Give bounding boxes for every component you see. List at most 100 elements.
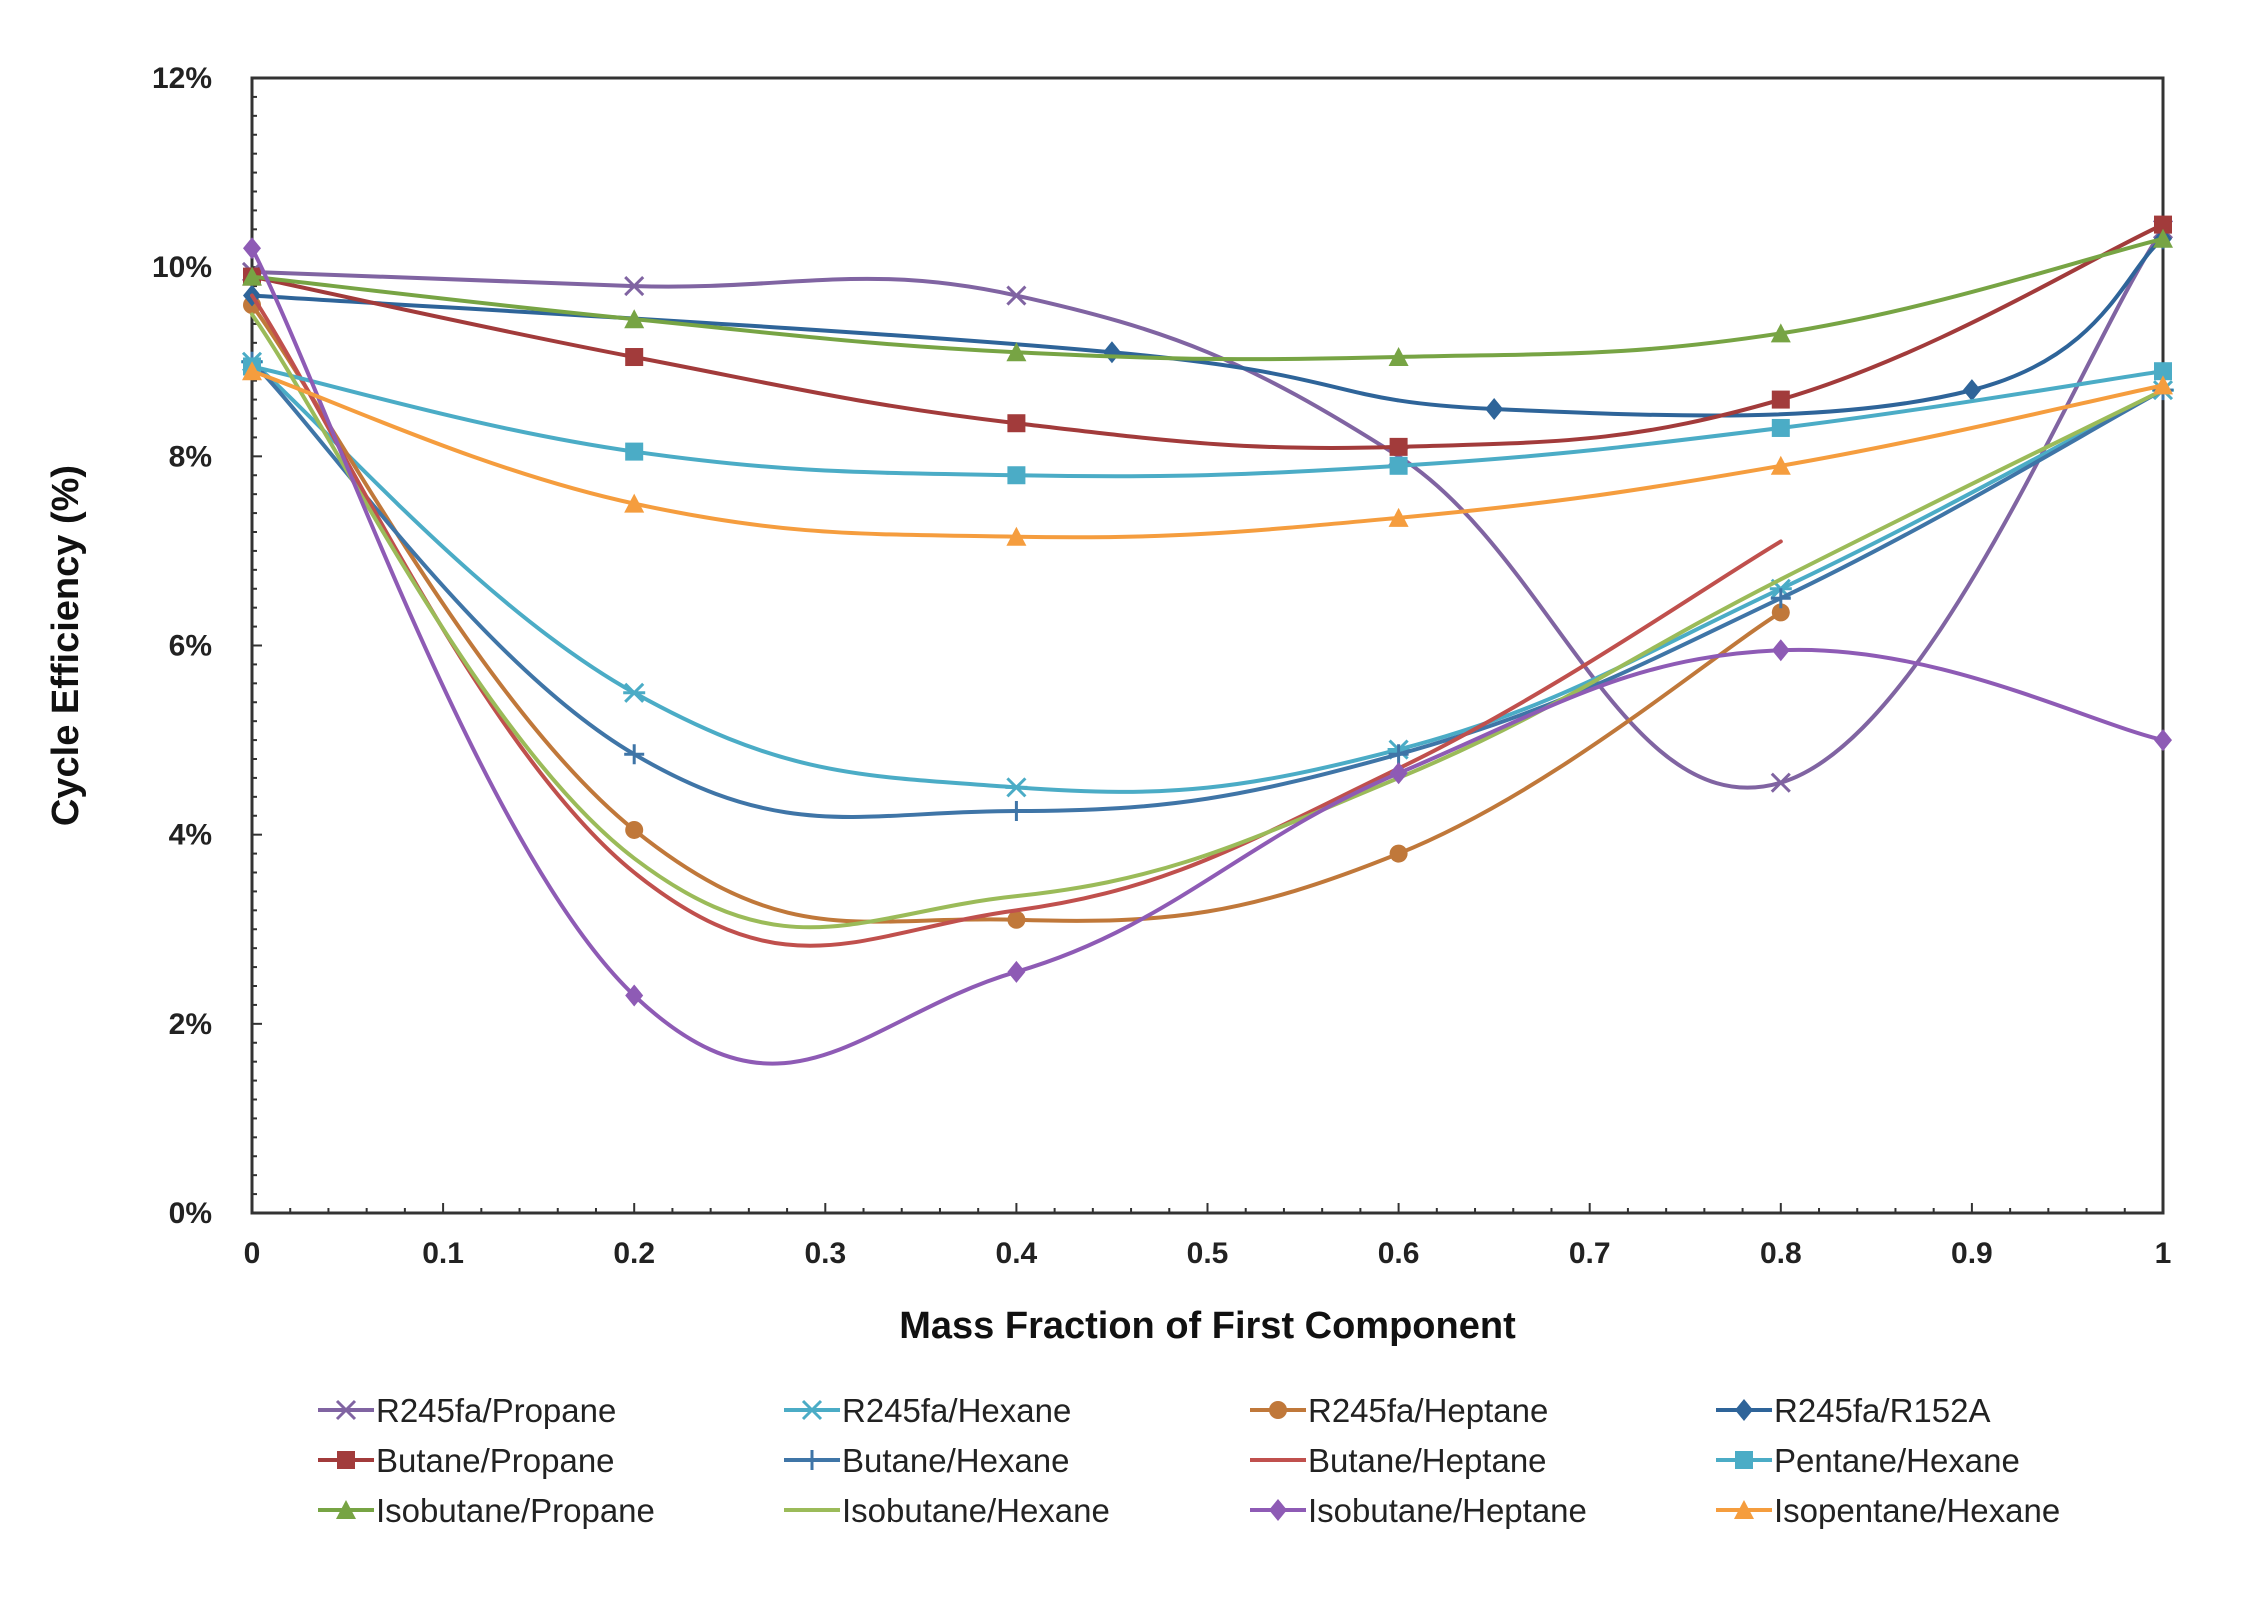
legend-label: Butane/Heptane bbox=[1308, 1442, 1547, 1479]
y-tick-label: 8% bbox=[169, 440, 212, 473]
y-tick-label: 12% bbox=[152, 62, 212, 95]
data-point-r245fa-heptane bbox=[625, 820, 644, 839]
legend-marker bbox=[1735, 1399, 1753, 1421]
series-line-isobutane-propane bbox=[250, 236, 2165, 362]
legend-item-isobutane-hexane: Isobutane/Hexane bbox=[784, 1492, 1110, 1529]
data-point-r245fa-heptane bbox=[1007, 910, 1026, 929]
series-isobutane-propane bbox=[242, 228, 2173, 367]
series-line-butane-hexane bbox=[250, 359, 2165, 819]
legend: R245fa/Propane R245fa/Hexane R245fa/Heptan… bbox=[318, 1392, 2060, 1529]
x-tick-label: 1 bbox=[2155, 1237, 2172, 1270]
legend-item-pentane-hexane: Pentane/Hexane bbox=[1716, 1442, 2020, 1479]
data-point-pentane-hexane bbox=[1389, 456, 1408, 475]
y-tick-label: 2% bbox=[169, 1008, 212, 1041]
data-point-butane-propane bbox=[625, 348, 644, 367]
data-point-isobutane-heptane bbox=[2154, 729, 2172, 752]
data-point-butane-propane bbox=[1389, 437, 1408, 456]
legend-marker bbox=[1735, 1451, 1753, 1469]
legend-marker bbox=[337, 1451, 355, 1469]
series-line-r245fa-r152a bbox=[250, 236, 2165, 418]
legend-item-r245fa-propane: R245fa/Propane bbox=[318, 1392, 616, 1429]
data-point-pentane-hexane bbox=[2154, 362, 2172, 381]
series-isobutane-hexane bbox=[250, 312, 2165, 930]
data-point-r245fa-propane bbox=[1006, 285, 1027, 306]
data-point-isobutane-propane bbox=[1388, 347, 1409, 367]
data-point-r245fa-propane bbox=[624, 276, 645, 297]
series-isobutane-heptane bbox=[243, 237, 2172, 1066]
data-point-r245fa-r152a bbox=[1962, 379, 1981, 402]
legend-item-butane-propane: Butane/Propane bbox=[318, 1442, 615, 1479]
x-tick-label: 0.5 bbox=[1187, 1237, 1229, 1270]
data-point-isobutane-heptane bbox=[1389, 762, 1408, 785]
data-point-isobutane-propane bbox=[1770, 323, 1791, 343]
series-pentane-hexane bbox=[243, 357, 2172, 485]
legend-label: Isobutane/Hexane bbox=[842, 1492, 1110, 1529]
legend-label: Isopentane/Hexane bbox=[1774, 1492, 2060, 1529]
data-point-butane-propane bbox=[1007, 414, 1026, 433]
legend-label: R245fa/Heptane bbox=[1308, 1392, 1548, 1429]
legend-item-butane-hexane: Butane/Hexane bbox=[784, 1442, 1070, 1479]
legend-marker bbox=[1269, 1401, 1287, 1419]
data-point-isobutane-propane bbox=[2153, 228, 2173, 248]
x-tick-label: 0.9 bbox=[1951, 1237, 1993, 1270]
data-point-isopentane-hexane bbox=[1006, 526, 1027, 546]
data-point-isobutane-heptane bbox=[625, 984, 644, 1007]
legend-label: Butane/Propane bbox=[376, 1442, 615, 1479]
series-line-r245fa-propane bbox=[250, 227, 2165, 790]
legend-marker bbox=[801, 1399, 823, 1421]
data-point-r245fa-hexane bbox=[1005, 777, 1028, 798]
legend-marker bbox=[1734, 1500, 1754, 1519]
plot-frame bbox=[250, 76, 2165, 1215]
data-point-butane-hexane bbox=[1388, 744, 1409, 765]
x-tick-label: 0.8 bbox=[1760, 1237, 1802, 1270]
data-point-isopentane-hexane bbox=[2153, 375, 2173, 395]
legend-item-isopentane-hexane: Isopentane/Hexane bbox=[1716, 1492, 2060, 1529]
data-point-r245fa-propane bbox=[1770, 772, 1791, 793]
series-line-isopentane-hexane bbox=[250, 369, 2165, 540]
data-point-butane-hexane bbox=[1006, 801, 1027, 822]
legend-label: Isobutane/Propane bbox=[376, 1492, 655, 1529]
data-point-r245fa-heptane bbox=[1389, 844, 1408, 863]
data-point-pentane-hexane bbox=[1771, 418, 1790, 437]
data-point-pentane-hexane bbox=[1007, 466, 1026, 485]
legend-item-isobutane-heptane: Isobutane/Heptane bbox=[1250, 1492, 1587, 1529]
data-point-isobutane-propane bbox=[242, 266, 262, 286]
plot-area bbox=[250, 76, 2165, 1215]
data-point-butane-propane bbox=[2154, 215, 2172, 234]
data-point-isobutane-propane bbox=[624, 309, 645, 329]
data-point-butane-propane bbox=[1771, 390, 1790, 409]
x-tick-label: 0 bbox=[244, 1237, 261, 1270]
legend-marker bbox=[336, 1500, 356, 1519]
data-point-butane-hexane bbox=[624, 744, 645, 765]
data-point-isobutane-heptane bbox=[1771, 639, 1790, 662]
data-point-isobutane-heptane bbox=[1007, 960, 1026, 983]
y-tick-label: 6% bbox=[169, 630, 212, 663]
legend-item-r245fa-hexane: R245fa/Hexane bbox=[784, 1392, 1071, 1429]
x-tick-label: 0.6 bbox=[1378, 1237, 1420, 1270]
data-point-isopentane-hexane bbox=[624, 493, 645, 513]
data-point-isopentane-hexane bbox=[1388, 507, 1409, 527]
series-line-r245fa-hexane bbox=[250, 359, 2165, 794]
legend-item-r245fa-heptane: R245fa/Heptane bbox=[1250, 1392, 1548, 1429]
data-point-pentane-hexane bbox=[625, 442, 644, 461]
legend-label: R245fa/Hexane bbox=[842, 1392, 1071, 1429]
x-axis-ticks: 0 0.1 0.2 0.3 0.4 0.5 0.6 0.7 0.8 0.9 1 bbox=[244, 1203, 2172, 1270]
series-line-butane-propane bbox=[250, 222, 2165, 451]
legend-item-isobutane-propane: Isobutane/Propane bbox=[318, 1492, 655, 1529]
data-point-isobutane-propane bbox=[1006, 342, 1027, 362]
y-axis-title: Cycle Efficiency (%) bbox=[45, 465, 87, 826]
legend-marker bbox=[335, 1399, 357, 1421]
data-point-butane-hexane bbox=[1770, 588, 1791, 609]
series-line-pentane-hexane bbox=[250, 364, 2165, 479]
x-tick-label: 0.7 bbox=[1569, 1237, 1611, 1270]
data-point-isopentane-hexane bbox=[1770, 455, 1791, 475]
series-line-isobutane-hexane bbox=[250, 312, 2165, 930]
series-line-isobutane-heptane bbox=[250, 246, 2165, 1066]
legend-label: R245fa/R152A bbox=[1774, 1392, 1990, 1429]
legend-label: R245fa/Propane bbox=[376, 1392, 616, 1429]
x-tick-label: 0.1 bbox=[422, 1237, 464, 1270]
legend-label: Isobutane/Heptane bbox=[1308, 1492, 1587, 1529]
data-point-isobutane-heptane bbox=[243, 237, 261, 260]
legend-item-r245fa-r152a: R245fa/R152A bbox=[1716, 1392, 1990, 1429]
